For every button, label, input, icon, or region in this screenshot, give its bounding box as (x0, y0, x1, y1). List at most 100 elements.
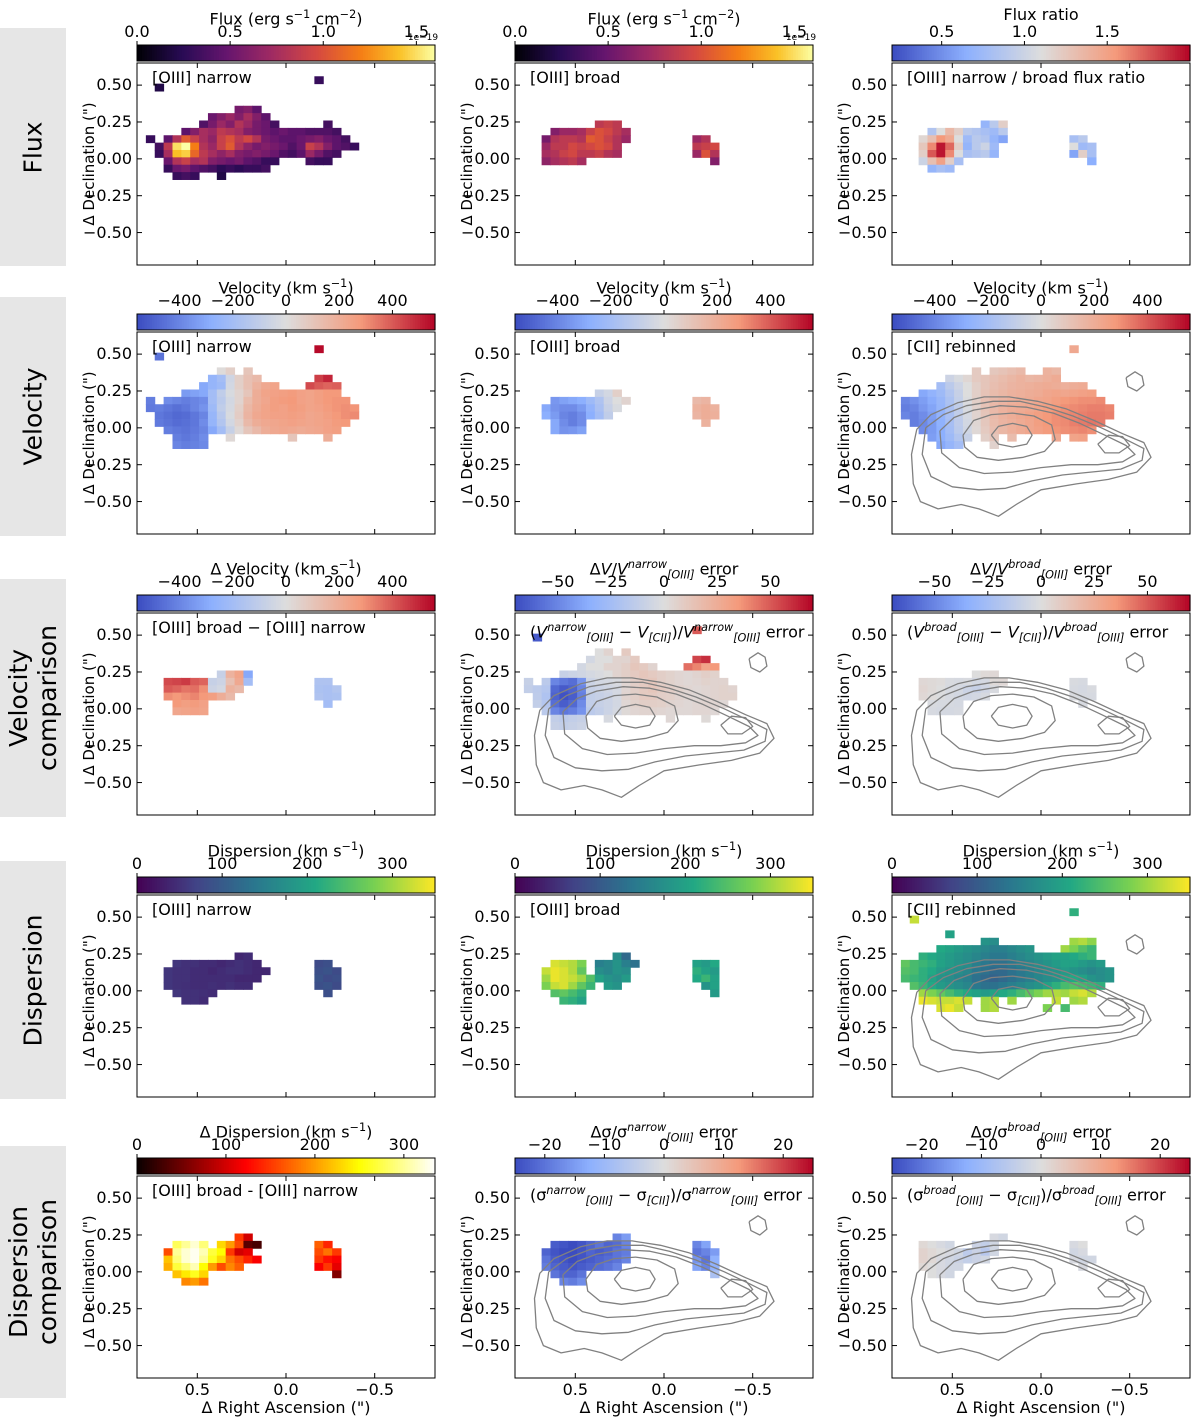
colorbar-swatch (154, 314, 158, 330)
heatmap-cell (252, 142, 262, 151)
colorbar-swatch (318, 877, 322, 893)
heatmap-cell (287, 127, 298, 136)
heatmap-cell (1033, 411, 1044, 420)
colorbar-swatch (283, 314, 287, 330)
colorbar-swatch (736, 314, 740, 330)
colorbar-swatch (226, 1158, 230, 1174)
colorbar-swatch (713, 1158, 717, 1174)
colorbar-swatch (256, 877, 260, 893)
heatmap-cell (927, 1270, 937, 1279)
colorbar-swatch (154, 1158, 158, 1174)
heatmap-cell (252, 149, 262, 158)
colorbar-swatch (559, 45, 563, 61)
colorbar-swatch (1182, 1158, 1186, 1174)
heatmap-cell (287, 389, 298, 398)
colorbar-swatch (156, 1158, 160, 1174)
colorbar-swatch (716, 1158, 720, 1174)
heatmap-cell (692, 655, 702, 664)
colorbar-swatch (803, 595, 807, 611)
colorbar-swatch (745, 1158, 750, 1174)
heatmap-cell (559, 1248, 569, 1257)
colorbar-swatch (184, 314, 188, 330)
heatmap-cell (1078, 981, 1088, 990)
contour-line (748, 652, 768, 673)
heatmap-cell (594, 389, 605, 398)
heatmap-cell (243, 374, 253, 383)
heatmap-cell (945, 1262, 955, 1271)
colorbar-swatch (276, 595, 280, 611)
heatmap-cell (639, 663, 649, 671)
colorbar-swatch (248, 314, 252, 330)
heatmap-cell (1016, 981, 1026, 990)
heatmap-cell (1069, 1240, 1079, 1249)
colorbar-swatch (246, 45, 250, 61)
heatmap-cell (190, 418, 200, 427)
heatmap-cell (550, 989, 560, 998)
colorbar-swatch (956, 45, 960, 61)
colorbar-swatch (758, 314, 762, 330)
heatmap-cell (323, 974, 333, 983)
colorbar-swatch (318, 45, 322, 61)
colorbar-swatch (996, 595, 1000, 611)
heatmap-cell (172, 135, 182, 144)
colorbar-swatch (1100, 877, 1104, 893)
heatmap-cell (1095, 974, 1106, 983)
colorbar-swatch (1038, 45, 1042, 61)
colorbar-swatch (1172, 314, 1176, 330)
heatmap-cell (181, 677, 191, 686)
colorbar-swatch (798, 1158, 802, 1174)
colorbar-swatch (619, 45, 623, 61)
heatmap-cell (980, 120, 991, 129)
colorbar-swatch (914, 1158, 918, 1174)
colorbar-swatch (1058, 595, 1062, 611)
colorbar-swatch (956, 314, 960, 330)
heatmap-cell (585, 404, 596, 413)
colorbar-swatch (273, 314, 277, 330)
colorbar-swatch (1053, 595, 1057, 611)
colorbar-swatch (1023, 595, 1027, 611)
colorbar-swatch (387, 877, 391, 893)
colorbar-swatch (258, 877, 262, 893)
colorbar-swatch (1063, 877, 1067, 893)
heatmap-cell (314, 396, 324, 405)
colorbar-swatch (1127, 877, 1131, 893)
heatmap-cell (971, 952, 982, 961)
colorbar-swatch (164, 877, 168, 893)
colorbar-swatch (1165, 877, 1169, 893)
colorbar-swatch (1078, 314, 1082, 330)
heatmap-cell (710, 411, 720, 420)
heatmap-cell (207, 142, 218, 151)
heatmap-cell (261, 389, 271, 398)
colorbar-swatch (798, 877, 802, 893)
colorbar-swatch (179, 45, 183, 61)
colorbar-swatch (723, 877, 727, 893)
colorbar-swatch (1031, 45, 1035, 61)
heatmap-cell (603, 677, 614, 686)
colorbar-swatch (318, 314, 322, 330)
heatmap-cell (314, 974, 324, 983)
heatmap-cell (954, 127, 964, 136)
heatmap-cell (568, 1270, 578, 1279)
heatmap-cell (989, 1233, 999, 1242)
colorbar-swatch (810, 877, 814, 893)
heatmap-cell (962, 127, 973, 136)
colorbar-swatch (1098, 314, 1102, 330)
colorbar-swatch (654, 314, 658, 330)
heatmap-cell (918, 974, 928, 983)
colorbar-swatch (624, 314, 628, 330)
heatmap-cell (710, 1262, 720, 1271)
heatmap-cell (909, 396, 920, 405)
colorbar-swatch (577, 1158, 581, 1174)
colorbar-swatch (748, 45, 752, 61)
colorbar-swatch (372, 877, 376, 893)
colorbar-swatch (1098, 595, 1102, 611)
colorbar-swatch (924, 1158, 928, 1174)
colorbar-swatch (340, 314, 344, 330)
colorbar-swatch (594, 314, 598, 330)
heatmap-cell (207, 149, 218, 158)
colorbar-swatch (676, 877, 680, 893)
colorbar-4-0 (136, 1154, 436, 1175)
colorbar-swatch (1120, 1158, 1124, 1174)
heatmap-cell (243, 404, 253, 413)
colorbar-swatch (308, 595, 312, 611)
